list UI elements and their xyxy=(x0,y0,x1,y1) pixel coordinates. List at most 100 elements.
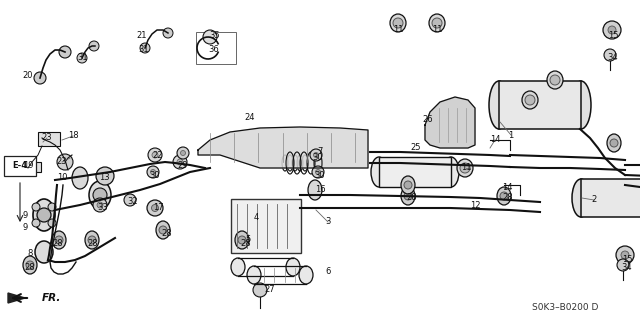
Circle shape xyxy=(96,167,114,185)
Circle shape xyxy=(603,21,621,39)
Circle shape xyxy=(500,192,508,200)
Text: 28: 28 xyxy=(502,194,513,203)
Text: 28: 28 xyxy=(162,228,172,238)
Ellipse shape xyxy=(390,14,406,32)
Ellipse shape xyxy=(547,71,563,89)
Circle shape xyxy=(617,259,629,271)
Circle shape xyxy=(610,139,618,147)
Text: 1: 1 xyxy=(508,130,514,139)
Text: 6: 6 xyxy=(325,268,331,277)
Ellipse shape xyxy=(89,181,111,209)
Ellipse shape xyxy=(85,231,99,249)
Text: 11: 11 xyxy=(432,26,442,34)
Text: 27: 27 xyxy=(265,286,275,294)
Ellipse shape xyxy=(286,258,300,276)
Circle shape xyxy=(177,159,183,165)
Ellipse shape xyxy=(35,241,53,263)
Text: 29: 29 xyxy=(178,160,188,169)
Ellipse shape xyxy=(571,81,591,129)
Text: 28: 28 xyxy=(406,194,417,203)
Ellipse shape xyxy=(572,179,590,217)
Text: 13: 13 xyxy=(99,174,109,182)
Circle shape xyxy=(150,169,156,174)
Ellipse shape xyxy=(429,14,445,32)
Circle shape xyxy=(147,166,159,178)
Text: 4: 4 xyxy=(253,213,259,222)
Circle shape xyxy=(152,152,158,158)
Text: 28: 28 xyxy=(52,239,63,248)
Text: 5: 5 xyxy=(245,235,251,244)
Ellipse shape xyxy=(33,199,55,231)
Text: 9: 9 xyxy=(22,211,28,219)
Text: 30: 30 xyxy=(315,170,325,180)
Circle shape xyxy=(404,192,412,200)
Ellipse shape xyxy=(489,81,509,129)
Text: 10: 10 xyxy=(57,174,67,182)
Text: 34: 34 xyxy=(621,263,632,272)
Bar xyxy=(27,162,41,172)
Ellipse shape xyxy=(299,266,313,284)
Circle shape xyxy=(34,72,46,84)
Circle shape xyxy=(621,251,629,259)
Circle shape xyxy=(89,41,99,51)
Circle shape xyxy=(253,283,267,297)
Text: 21: 21 xyxy=(137,31,147,40)
Text: 23: 23 xyxy=(42,133,52,143)
Circle shape xyxy=(59,46,71,58)
Circle shape xyxy=(177,147,189,159)
Circle shape xyxy=(148,148,162,162)
Circle shape xyxy=(21,164,33,176)
Circle shape xyxy=(173,155,187,169)
Circle shape xyxy=(163,28,173,38)
Ellipse shape xyxy=(401,187,415,205)
Circle shape xyxy=(460,163,470,173)
Ellipse shape xyxy=(522,91,538,109)
Ellipse shape xyxy=(72,167,88,189)
Circle shape xyxy=(314,152,319,158)
Text: E-4: E-4 xyxy=(12,161,28,170)
Bar xyxy=(581,179,640,217)
Circle shape xyxy=(57,154,73,170)
Ellipse shape xyxy=(52,231,66,249)
Circle shape xyxy=(77,53,87,63)
Text: 11: 11 xyxy=(461,164,471,173)
Circle shape xyxy=(616,246,634,264)
Text: FR.: FR. xyxy=(42,293,61,303)
Text: 8: 8 xyxy=(28,249,33,257)
Text: S0K3–B0200 D: S0K3–B0200 D xyxy=(532,303,598,313)
Text: 28: 28 xyxy=(25,263,35,272)
Circle shape xyxy=(550,75,560,85)
Circle shape xyxy=(140,43,150,53)
Circle shape xyxy=(525,95,535,105)
Text: 31: 31 xyxy=(139,46,149,55)
Text: 31: 31 xyxy=(77,54,88,63)
Circle shape xyxy=(604,49,616,61)
Text: 3: 3 xyxy=(325,218,331,226)
Text: 28: 28 xyxy=(88,239,99,248)
Text: 12: 12 xyxy=(470,201,480,210)
Ellipse shape xyxy=(23,256,37,274)
Text: 30: 30 xyxy=(313,153,323,162)
Circle shape xyxy=(48,203,56,211)
Circle shape xyxy=(37,208,51,222)
Text: 17: 17 xyxy=(153,204,163,212)
Circle shape xyxy=(316,169,321,174)
Bar xyxy=(379,157,451,187)
Circle shape xyxy=(147,200,163,216)
Text: 16: 16 xyxy=(315,186,325,195)
Polygon shape xyxy=(425,97,475,148)
Circle shape xyxy=(238,236,246,244)
Circle shape xyxy=(159,226,167,234)
Ellipse shape xyxy=(247,266,261,284)
Ellipse shape xyxy=(231,258,245,276)
Ellipse shape xyxy=(457,159,473,177)
Ellipse shape xyxy=(235,231,249,249)
Bar xyxy=(499,81,581,129)
Ellipse shape xyxy=(607,134,621,152)
Circle shape xyxy=(26,261,34,269)
Ellipse shape xyxy=(156,221,170,239)
Text: 24: 24 xyxy=(244,114,255,122)
Text: 7: 7 xyxy=(317,147,323,157)
Text: 14: 14 xyxy=(490,136,500,145)
Text: 18: 18 xyxy=(68,131,78,140)
